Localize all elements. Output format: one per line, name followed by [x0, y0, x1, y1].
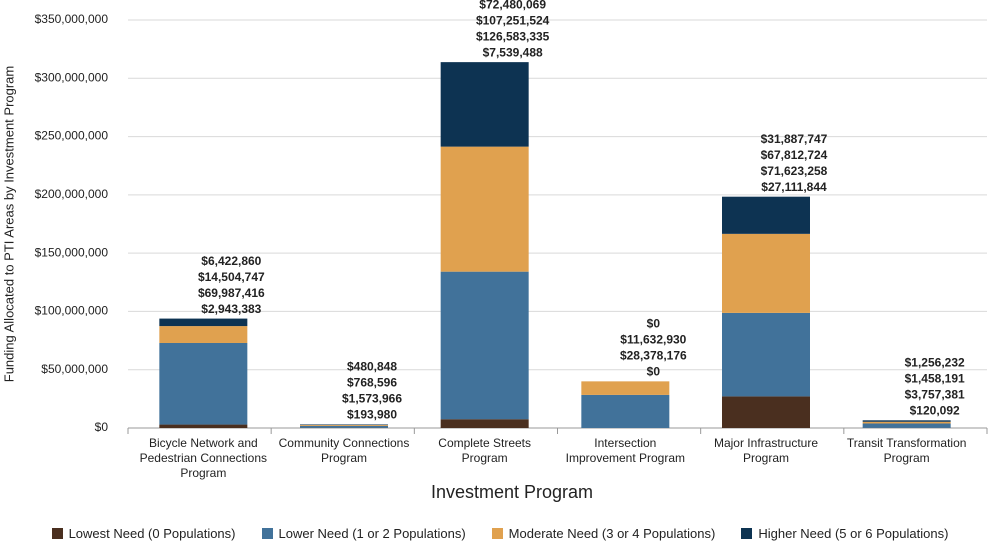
bar-segment	[722, 396, 810, 428]
bar-segment	[300, 425, 388, 428]
bar-segment	[862, 421, 951, 424]
data-label: $67,812,724	[761, 148, 828, 162]
x-tick-label: Transit Transformation Program	[846, 436, 967, 465]
data-label: $1,458,191	[905, 371, 965, 385]
data-label: $6,422,860	[201, 254, 261, 268]
bar-segment	[581, 394, 670, 428]
bar-segment	[440, 62, 529, 147]
legend-swatch	[491, 528, 503, 539]
data-label: $72,480,069	[479, 0, 546, 11]
data-label: $3,757,381	[905, 387, 965, 401]
x-axis-title: Investment Program	[431, 482, 593, 502]
bar-segment	[862, 423, 951, 428]
legend-label: Higher Need (5 or 6 Populations)	[758, 526, 949, 541]
data-label: $1,573,966	[342, 392, 402, 406]
x-tick-label: Complete Streets Program	[438, 436, 532, 465]
legend-swatch	[741, 528, 753, 539]
legend-item: Lowest Need (0 Populations)	[51, 526, 236, 541]
y-tick-label: $200,000,000	[35, 187, 109, 201]
legend-item: Moderate Need (3 or 4 Populations)	[491, 526, 716, 541]
legend: Lowest Need (0 Populations) Lower Need (1…	[0, 526, 1000, 541]
legend-item: Lower Need (1 or 2 Populations)	[261, 526, 466, 541]
y-tick-label: $0	[95, 420, 109, 434]
bar-segment	[159, 424, 248, 428]
data-label: $31,887,747	[761, 132, 828, 146]
y-axis-title: Funding Allocated to PTI Areas by Invest…	[1, 66, 16, 383]
bar-segment	[440, 146, 529, 272]
y-tick-label: $300,000,000	[35, 70, 109, 84]
data-label: $71,623,258	[761, 164, 828, 178]
bar-segment	[300, 424, 388, 426]
legend-swatch	[261, 528, 273, 539]
data-label: $126,583,335	[476, 29, 550, 43]
bar-segment	[862, 420, 951, 422]
data-label: $2,943,383	[201, 302, 261, 316]
bar-segment	[159, 342, 248, 425]
bar-segment	[159, 326, 248, 343]
data-label: $1,256,232	[905, 355, 965, 369]
data-label: $193,980	[347, 408, 397, 422]
bar-segment	[300, 425, 388, 426]
legend-item: Higher Need (5 or 6 Populations)	[741, 526, 948, 541]
data-label: $28,378,176	[620, 349, 687, 363]
x-tick-label: Intersection Improvement Program	[565, 436, 686, 465]
bar-segment	[581, 381, 670, 395]
y-tick-label: $150,000,000	[35, 245, 109, 259]
data-label: $0	[647, 317, 661, 331]
data-label: $7,539,488	[483, 45, 543, 59]
data-label: $480,848	[347, 360, 397, 374]
bar-segment	[440, 271, 529, 420]
bar-segment	[722, 196, 810, 234]
data-label: $107,251,524	[476, 13, 550, 27]
legend-label: Lowest Need (0 Populations)	[68, 526, 236, 541]
data-label: $0	[647, 365, 661, 379]
data-label: $69,987,416	[198, 286, 265, 300]
legend-swatch	[51, 528, 63, 539]
y-tick-label: $50,000,000	[41, 362, 108, 376]
bar-segment	[440, 419, 529, 428]
data-label: $768,596	[347, 376, 397, 390]
legend-label: Moderate Need (3 or 4 Populations)	[508, 526, 716, 541]
y-tick-label: $350,000,000	[35, 12, 109, 26]
x-tick-label: Bicycle Network and Pedestrian Connectio…	[139, 436, 268, 480]
y-tick-label: $250,000,000	[35, 129, 109, 143]
data-label: $14,504,747	[198, 270, 265, 284]
data-label: $11,632,930	[620, 333, 686, 347]
legend-label: Lower Need (1 or 2 Populations)	[278, 526, 466, 541]
x-tick-label: Community Connections Program	[278, 436, 410, 465]
bar-segment	[722, 233, 810, 313]
y-tick-label: $100,000,000	[35, 304, 109, 318]
bar-segment	[722, 312, 810, 397]
x-tick-label: Major Infrastructure Program	[713, 436, 819, 465]
data-label: $120,092	[910, 403, 960, 417]
data-label: $27,111,844	[761, 180, 827, 194]
bar-segment	[159, 318, 248, 327]
